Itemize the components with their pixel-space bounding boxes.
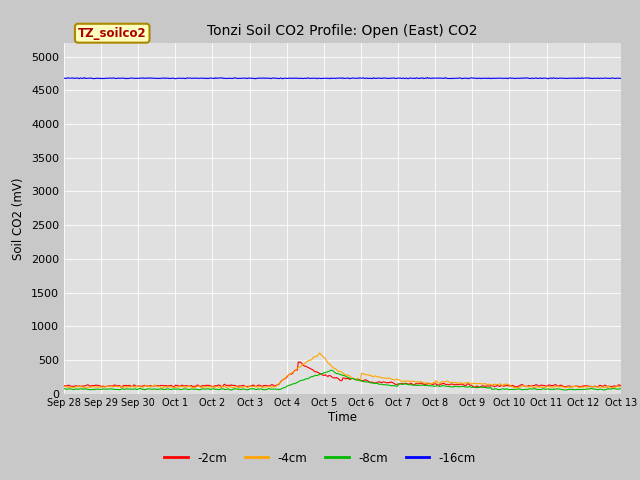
Legend: -2cm, -4cm, -8cm, -16cm: -2cm, -4cm, -8cm, -16cm <box>159 447 481 469</box>
Title: Tonzi Soil CO2 Profile: Open (East) CO2: Tonzi Soil CO2 Profile: Open (East) CO2 <box>207 24 477 38</box>
X-axis label: Time: Time <box>328 411 357 424</box>
Y-axis label: Soil CO2 (mV): Soil CO2 (mV) <box>12 177 26 260</box>
Text: TZ_soilco2: TZ_soilco2 <box>78 27 147 40</box>
